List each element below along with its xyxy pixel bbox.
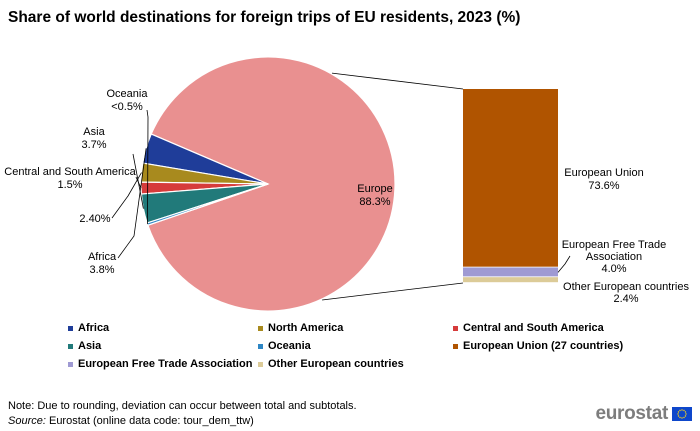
legend-swatch bbox=[68, 361, 73, 367]
legend-item-european-union-27-countries: European Union (27 countries) bbox=[453, 340, 623, 352]
legend-item-european-free-trade-association: European Free Trade Association bbox=[68, 358, 252, 370]
source-text: Source: Eurostat (online data code: tour… bbox=[8, 415, 254, 427]
bar-segment-european-free-trade-association bbox=[463, 267, 558, 277]
legend-item-oceania: Oceania bbox=[258, 340, 311, 352]
legend-item-north-america: North America bbox=[258, 322, 343, 334]
bar-label-efta: European Free Trade Association 4.0% bbox=[562, 239, 667, 275]
legend-label: North America bbox=[268, 322, 344, 334]
chart-title: Share of world destinations for foreign … bbox=[8, 9, 521, 26]
pie-label-north-america: 2.40% bbox=[79, 213, 110, 225]
legend-swatch bbox=[68, 325, 73, 331]
legend-label: European Free Trade Association bbox=[78, 358, 253, 370]
legend-swatch bbox=[258, 343, 263, 349]
legend-label: Asia bbox=[78, 340, 102, 352]
legend-swatch bbox=[453, 343, 458, 349]
pie-label-europe: Europe 88.3% bbox=[357, 183, 392, 208]
connector-line-top bbox=[331, 72, 464, 90]
legend-label: Other European countries bbox=[268, 358, 404, 370]
legend-item-other-european-countries: Other European countries bbox=[258, 358, 404, 370]
note-text: Note: Due to rounding, deviation can occ… bbox=[8, 400, 357, 412]
bar-label-other-european: Other European countries 2.4% bbox=[563, 281, 689, 305]
pie-of-bar-chart: Europe 88.3% Oceania <0.5%Asia 3.7% Central a… bbox=[4, 56, 689, 312]
legend-label: European Union (27 countries) bbox=[463, 340, 624, 352]
bar-segment-other-european-countries bbox=[463, 277, 558, 283]
legend-item-central-and-south-america: Central and South America bbox=[453, 322, 604, 334]
pie-label-asia: Asia 3.7% bbox=[81, 126, 106, 151]
bar-segment-european-union bbox=[463, 89, 558, 267]
leader-africa bbox=[117, 148, 147, 259]
source-label: Source: bbox=[8, 415, 46, 427]
legend-swatch bbox=[258, 325, 263, 331]
legend-item-asia: Asia bbox=[68, 340, 101, 352]
pie-label-africa: Africa 3.8% bbox=[88, 251, 117, 276]
legend-item-africa: Africa bbox=[68, 322, 109, 334]
leader-north-america bbox=[111, 172, 142, 219]
pie-label-oceania: Oceania <0.5% bbox=[107, 88, 149, 113]
eurostat-logo: eurostat bbox=[595, 403, 692, 425]
legend-swatch bbox=[453, 325, 458, 331]
legend-swatch bbox=[258, 361, 263, 367]
legend-label: Oceania bbox=[268, 340, 311, 352]
legend-swatch bbox=[68, 343, 73, 349]
bar-label-european-union: European Union 73.6% bbox=[564, 167, 644, 192]
leader-efta bbox=[557, 255, 571, 273]
pie-label-central-south-america: Central and South America 1.5% bbox=[4, 166, 136, 191]
eu-flag-icon bbox=[672, 407, 692, 421]
source-value: Eurostat (online data code: tour_dem_ttw… bbox=[45, 415, 254, 427]
connector-line-bottom bbox=[322, 282, 464, 301]
leader-oceania bbox=[146, 109, 149, 225]
pie-slice-europe bbox=[147, 56, 396, 312]
leader-central-south-america bbox=[135, 176, 142, 189]
legend-label: Africa bbox=[78, 322, 110, 334]
logo-text: eurostat bbox=[595, 403, 668, 424]
legend-label: Central and South America bbox=[463, 322, 604, 334]
